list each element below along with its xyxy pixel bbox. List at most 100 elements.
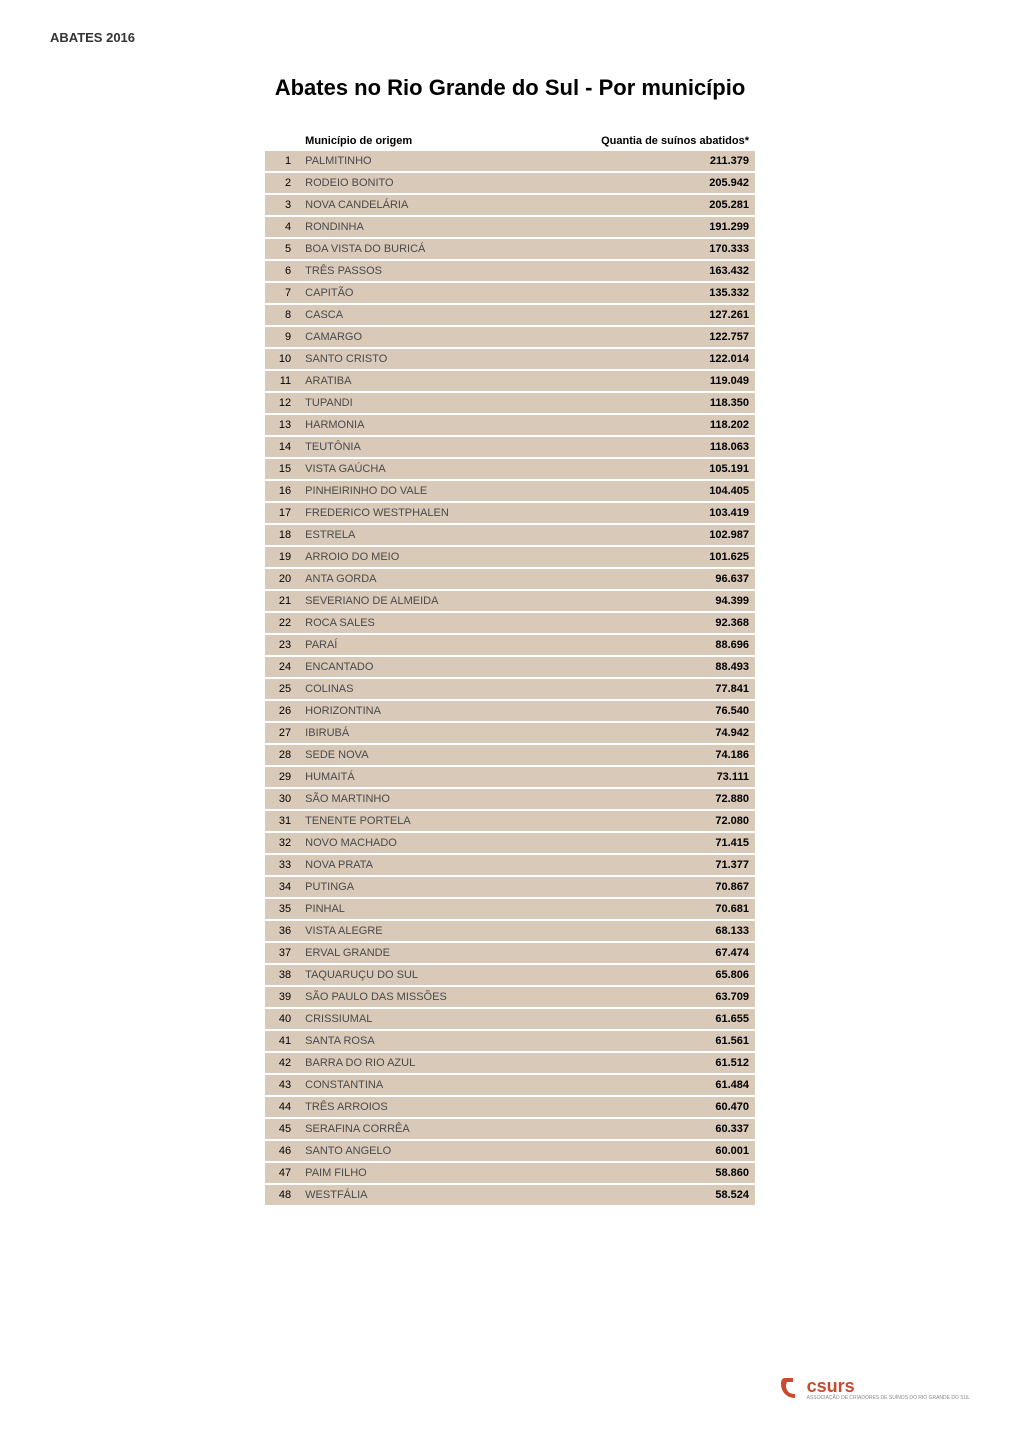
cell-municipio: ANTA GORDA: [299, 568, 550, 590]
cell-num: 16: [265, 480, 299, 502]
cell-quantia: 102.987: [550, 524, 755, 546]
cell-municipio: PARAÍ: [299, 634, 550, 656]
cell-num: 12: [265, 392, 299, 414]
cell-quantia: 70.867: [550, 876, 755, 898]
cell-municipio: TRÊS ARROIOS: [299, 1096, 550, 1118]
cell-quantia: 67.474: [550, 942, 755, 964]
table-row: 22ROCA SALES92.368: [265, 612, 755, 634]
cell-quantia: 191.299: [550, 216, 755, 238]
logo: csurs ASSOCIAÇÃO DE CRIADORES DE SUÍNOS …: [779, 1374, 970, 1402]
cell-municipio: PUTINGA: [299, 876, 550, 898]
table-row: 28SEDE NOVA74.186: [265, 744, 755, 766]
cell-municipio: SANTO ANGELO: [299, 1140, 550, 1162]
cell-quantia: 122.757: [550, 326, 755, 348]
table-row: 40CRISSIUMAL61.655: [265, 1008, 755, 1030]
cell-quantia: 163.432: [550, 260, 755, 282]
cell-municipio: ARATIBA: [299, 370, 550, 392]
cell-municipio: CONSTANTINA: [299, 1074, 550, 1096]
cell-quantia: 119.049: [550, 370, 755, 392]
table-row: 27IBIRUBÁ74.942: [265, 722, 755, 744]
cell-municipio: SANTO CRISTO: [299, 348, 550, 370]
cell-quantia: 88.696: [550, 634, 755, 656]
col-header-municipio: Município de origem: [299, 131, 550, 151]
table-row: 20ANTA GORDA96.637: [265, 568, 755, 590]
cell-num: 37: [265, 942, 299, 964]
cell-num: 28: [265, 744, 299, 766]
cell-num: 17: [265, 502, 299, 524]
table-row: 29HUMAITÁ73.111: [265, 766, 755, 788]
cell-quantia: 205.942: [550, 172, 755, 194]
table-row: 6TRÊS PASSOS163.432: [265, 260, 755, 282]
table-row: 14TEUTÔNIA118.063: [265, 436, 755, 458]
cell-municipio: CRISSIUMAL: [299, 1008, 550, 1030]
cell-municipio: HUMAITÁ: [299, 766, 550, 788]
cell-quantia: 72.880: [550, 788, 755, 810]
logo-mark-icon: [779, 1374, 807, 1402]
table-row: 7CAPITÃO135.332: [265, 282, 755, 304]
cell-num: 33: [265, 854, 299, 876]
main-title: Abates no Rio Grande do Sul - Por municí…: [50, 75, 970, 101]
cell-num: 11: [265, 370, 299, 392]
cell-num: 18: [265, 524, 299, 546]
logo-area: csurs ASSOCIAÇÃO DE CRIADORES DE SUÍNOS …: [779, 1374, 970, 1402]
table-row: 17FREDERICO WESTPHALEN103.419: [265, 502, 755, 524]
table-row: 4RONDINHA191.299: [265, 216, 755, 238]
cell-num: 38: [265, 964, 299, 986]
table-row: 15VISTA GAÚCHA105.191: [265, 458, 755, 480]
cell-municipio: CASCA: [299, 304, 550, 326]
cell-num: 19: [265, 546, 299, 568]
logo-brand: csurs: [807, 1376, 970, 1397]
cell-municipio: ROCA SALES: [299, 612, 550, 634]
cell-num: 25: [265, 678, 299, 700]
cell-municipio: WESTFÁLIA: [299, 1184, 550, 1206]
cell-quantia: 61.512: [550, 1052, 755, 1074]
cell-quantia: 205.281: [550, 194, 755, 216]
abates-table: Município de origem Quantia de suínos ab…: [265, 131, 755, 1207]
cell-municipio: IBIRUBÁ: [299, 722, 550, 744]
cell-quantia: 71.377: [550, 854, 755, 876]
cell-quantia: 60.001: [550, 1140, 755, 1162]
table-row: 16PINHEIRINHO DO VALE104.405: [265, 480, 755, 502]
cell-num: 40: [265, 1008, 299, 1030]
table-row: 39SÃO PAULO DAS MISSÕES63.709: [265, 986, 755, 1008]
table-row: 37ERVAL GRANDE67.474: [265, 942, 755, 964]
cell-municipio: TRÊS PASSOS: [299, 260, 550, 282]
cell-quantia: 118.202: [550, 414, 755, 436]
cell-num: 24: [265, 656, 299, 678]
cell-municipio: HARMONIA: [299, 414, 550, 436]
cell-municipio: ESTRELA: [299, 524, 550, 546]
cell-num: 47: [265, 1162, 299, 1184]
cell-num: 9: [265, 326, 299, 348]
cell-quantia: 122.014: [550, 348, 755, 370]
cell-quantia: 105.191: [550, 458, 755, 480]
table-header-row: Município de origem Quantia de suínos ab…: [265, 131, 755, 151]
table-row: 25COLINAS77.841: [265, 678, 755, 700]
cell-municipio: TENENTE PORTELA: [299, 810, 550, 832]
cell-municipio: SEDE NOVA: [299, 744, 550, 766]
cell-num: 45: [265, 1118, 299, 1140]
cell-quantia: 76.540: [550, 700, 755, 722]
cell-num: 36: [265, 920, 299, 942]
cell-num: 20: [265, 568, 299, 590]
table-row: 3NOVA CANDELÁRIA205.281: [265, 194, 755, 216]
cell-quantia: 72.080: [550, 810, 755, 832]
table-row: 34PUTINGA70.867: [265, 876, 755, 898]
cell-num: 34: [265, 876, 299, 898]
table-row: 2RODEIO BONITO205.942: [265, 172, 755, 194]
cell-num: 7: [265, 282, 299, 304]
table-row: 30SÃO MARTINHO72.880: [265, 788, 755, 810]
cell-quantia: 118.350: [550, 392, 755, 414]
cell-municipio: COLINAS: [299, 678, 550, 700]
cell-quantia: 60.470: [550, 1096, 755, 1118]
table-row: 12TUPANDI118.350: [265, 392, 755, 414]
cell-municipio: ENCANTADO: [299, 656, 550, 678]
cell-quantia: 73.111: [550, 766, 755, 788]
cell-num: 13: [265, 414, 299, 436]
cell-num: 6: [265, 260, 299, 282]
cell-quantia: 92.368: [550, 612, 755, 634]
logo-subtitle: ASSOCIAÇÃO DE CRIADORES DE SUÍNOS DO RIO…: [807, 1395, 970, 1401]
table-row: 43CONSTANTINA61.484: [265, 1074, 755, 1096]
table-row: 38TAQUARUÇU DO SUL65.806: [265, 964, 755, 986]
cell-quantia: 96.637: [550, 568, 755, 590]
cell-num: 41: [265, 1030, 299, 1052]
